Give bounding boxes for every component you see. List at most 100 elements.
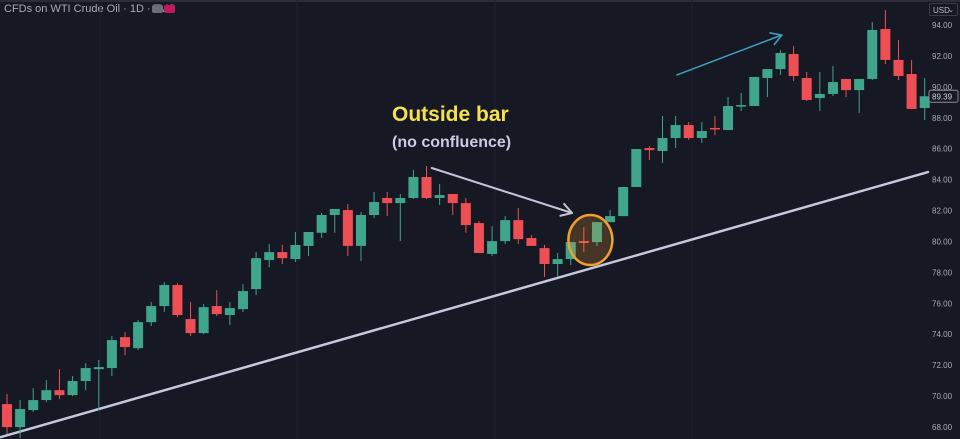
candle-bearish: [2, 394, 12, 435]
candle-body: [709, 127, 720, 130]
candle-body: [500, 220, 511, 242]
candle-bullish: [605, 210, 616, 223]
y-tick-label: 80.00: [932, 237, 953, 246]
candle-bullish: [290, 232, 301, 263]
candle-body: [290, 244, 301, 260]
candle-body: [28, 400, 39, 411]
candle-body: [67, 381, 78, 396]
candle-body: [605, 216, 616, 223]
y-tick-label: 88.00: [932, 114, 953, 123]
candle-body: [683, 125, 694, 139]
candle-body: [487, 241, 498, 254]
candle-body: [591, 222, 602, 243]
candle-body: [578, 241, 589, 243]
candle-bullish: [80, 363, 91, 391]
candle-bullish: [329, 208, 340, 233]
indicator-badge-gray[interactable]: [152, 5, 163, 13]
candle-body: [264, 252, 275, 260]
currency-label: USD: [933, 6, 950, 15]
candle-bearish: [54, 369, 65, 400]
candle-body: [657, 138, 668, 151]
candle-body: [2, 404, 12, 428]
annotation-headline: Outside bar: [392, 103, 509, 126]
candle-bullish: [303, 232, 314, 257]
candle-body: [15, 409, 26, 428]
currency-button[interactable]: USD ⌄: [929, 3, 958, 16]
symbol-title[interactable]: CFDs on WTI Crude Oil · 1D · TVC: [4, 3, 176, 15]
candle-body: [631, 148, 642, 188]
candle-body: [723, 106, 734, 130]
y-tick-label: 94.00: [932, 21, 953, 30]
candle-body: [670, 125, 681, 139]
candle-bearish: [211, 290, 222, 317]
candle-body: [237, 291, 248, 310]
candle-bullish: [919, 78, 930, 121]
trend-arrow: [676, 32, 783, 76]
candle-bullish: [133, 320, 144, 351]
candle-body: [447, 193, 458, 204]
candle-bullish: [867, 22, 878, 81]
candle-bearish: [513, 208, 524, 245]
candle-bearish: [683, 122, 694, 141]
candle-bullish: [775, 50, 786, 75]
candle-bullish: [814, 71, 825, 111]
candle-bearish: [893, 39, 904, 81]
candle-bearish: [539, 244, 550, 277]
last-price-label: 89.39: [928, 89, 959, 103]
arrow-shaft: [676, 34, 783, 76]
candle-body: [119, 337, 130, 348]
candle-bearish: [277, 244, 288, 265]
candle-bullish: [159, 282, 170, 313]
candle-bullish: [854, 78, 865, 113]
candle-bearish: [841, 78, 852, 98]
pointer-arrow: [430, 167, 574, 217]
candle-bullish: [316, 212, 327, 239]
candle-body: [369, 202, 380, 216]
candle-bullish: [198, 304, 209, 335]
candle-bullish: [749, 76, 760, 107]
candle-body: [814, 93, 825, 98]
candle-body: [395, 197, 406, 204]
arrow-head: [769, 32, 783, 46]
candle-bearish: [421, 165, 432, 200]
candle-bearish: [382, 191, 393, 217]
candle-body: [473, 223, 484, 254]
candle-bearish: [172, 283, 183, 318]
candle-bullish: [28, 388, 39, 413]
y-tick-label: 82.00: [932, 207, 953, 216]
candle-body: [316, 215, 327, 233]
candle-bullish: [224, 302, 235, 326]
candle-body: [749, 76, 760, 107]
last-price-value: 89.39: [932, 92, 953, 101]
arrow-shaft: [430, 167, 574, 214]
candle-body: [526, 238, 537, 246]
annotation-subheadline: (no confluence): [392, 134, 511, 151]
candle-bullish: [618, 187, 629, 217]
candle-bullish: [500, 216, 511, 245]
candle-bullish: [631, 148, 642, 188]
candle-bearish: [709, 116, 720, 136]
candle-bullish: [434, 184, 445, 206]
candle-body: [539, 248, 550, 265]
candle-body: [342, 210, 353, 246]
candle-bullish: [487, 226, 498, 257]
candle-body: [919, 96, 930, 109]
chevron-down-icon: ⌄: [948, 7, 954, 14]
y-tick-label: 76.00: [932, 299, 953, 308]
y-tick-label: 84.00: [932, 176, 953, 185]
candle-body: [893, 59, 904, 77]
candle-body: [867, 29, 878, 79]
candle-body: [106, 340, 117, 369]
candle-body: [827, 82, 838, 94]
candle-body: [198, 307, 209, 334]
candle-bullish: [670, 116, 681, 149]
candle-bullish: [106, 336, 117, 377]
candle-bullish: [93, 360, 104, 411]
top-border: [0, 0, 960, 2]
candle-bearish: [185, 302, 196, 337]
indicator-badge-pink[interactable]: [164, 5, 175, 13]
arrow-head: [559, 202, 574, 217]
candle-bearish: [526, 235, 537, 246]
